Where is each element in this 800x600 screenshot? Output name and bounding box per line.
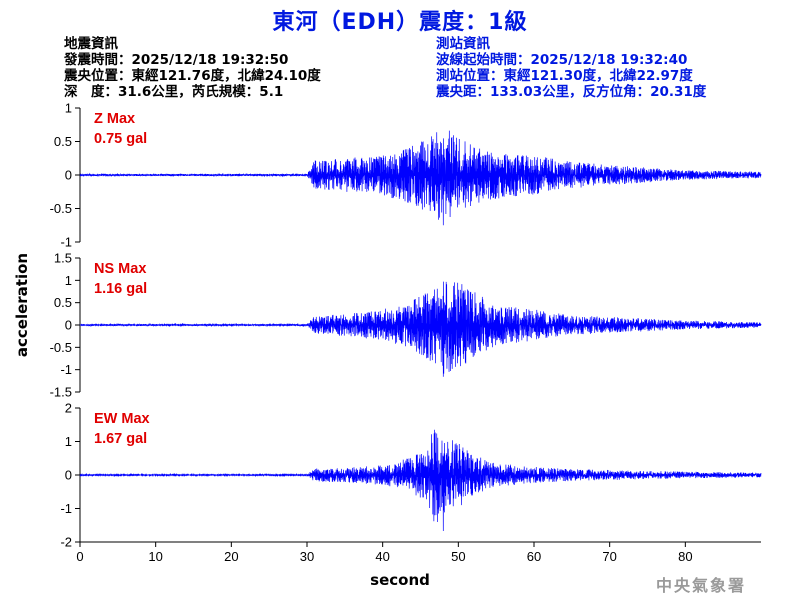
x-tick-label: 70	[602, 549, 616, 564]
station-info: 測站資訊 波線起始時間：2025/12/18 19:32:40 測站位置：東經1…	[436, 36, 706, 100]
y-tick-label: 0.5	[54, 295, 72, 310]
panel-max-title: NS Max	[94, 261, 146, 277]
wave-start-time: 波線起始時間：2025/12/18 19:32:40	[436, 52, 688, 68]
y-tick-label: -2	[60, 535, 72, 550]
y-tick-label: 1	[65, 101, 72, 116]
y-tick-label: 0	[65, 168, 72, 183]
panel-ew: -2 -1 0 1 2 EW Max 1.67 gal	[60, 401, 762, 550]
distance-azimuth: 震央距：133.03公里，反方位角：20.31度	[436, 84, 707, 100]
panel-max-value: 1.67 gal	[94, 431, 147, 447]
panel-max-value: 0.75 gal	[94, 131, 147, 147]
y-tick-label: -0.5	[50, 201, 72, 216]
y-tick-label: -0.5	[50, 340, 72, 355]
seismogram-trace-z	[79, 130, 762, 226]
agency-watermark: 中央氣象署	[655, 576, 746, 595]
seismogram-trace-ns	[79, 281, 762, 377]
x-tick-label: 0	[76, 549, 83, 564]
seismogram-trace-ew	[79, 429, 762, 531]
y-tick-label: 0	[65, 468, 72, 483]
x-tick-label: 40	[375, 549, 389, 564]
chart-title: 東河（EDH）震度：1級	[272, 10, 528, 35]
y-tick-label: -1	[60, 501, 72, 516]
x-tick-label: 50	[451, 549, 465, 564]
quake-info: 地震資訊 發震時間：2025/12/18 19:32:50 震央位置：東經121…	[64, 36, 321, 100]
y-tick-label: 1.5	[54, 251, 72, 266]
x-tick-label: 10	[148, 549, 162, 564]
y-axis-label: acceleration	[13, 252, 31, 358]
quake-info-heading: 地震資訊	[64, 36, 118, 52]
y-tick-label: 0.5	[54, 134, 72, 149]
y-tick-label: 1	[65, 273, 72, 288]
station-location: 測站位置：東經121.30度，北緯22.97度	[436, 68, 693, 84]
x-tick-label: 60	[527, 549, 541, 564]
origin-time: 發震時間：2025/12/18 19:32:50	[64, 52, 289, 68]
panel-max-title: EW Max	[94, 411, 150, 427]
x-tick-label: 80	[678, 549, 692, 564]
station-info-heading: 測站資訊	[436, 36, 490, 52]
x-tick-label: 20	[224, 549, 238, 564]
panel-ns: -1.5 -1 -0.5 0 0.5 1 1.5 NS Max 1.16 gal	[50, 251, 762, 400]
x-axis-label: second	[370, 571, 430, 589]
y-tick-label: -1	[60, 235, 72, 250]
y-tick-label: 2	[65, 401, 72, 416]
y-tick-label: -1	[60, 362, 72, 377]
panel-max-value: 1.16 gal	[94, 281, 147, 297]
panel-z: -1 -0.5 0 0.5 1 Z Max 0.75 gal	[50, 101, 762, 250]
x-tick-label: 30	[300, 549, 314, 564]
epicenter-location: 震央位置：東經121.76度，北緯24.10度	[64, 68, 321, 84]
y-tick-label: 1	[65, 434, 72, 449]
depth-magnitude: 深 度：31.6公里，芮氏規模：5.1	[64, 84, 284, 100]
y-tick-label: -1.5	[50, 385, 72, 400]
panel-max-title: Z Max	[94, 111, 135, 127]
y-tick-label: 0	[65, 318, 72, 333]
